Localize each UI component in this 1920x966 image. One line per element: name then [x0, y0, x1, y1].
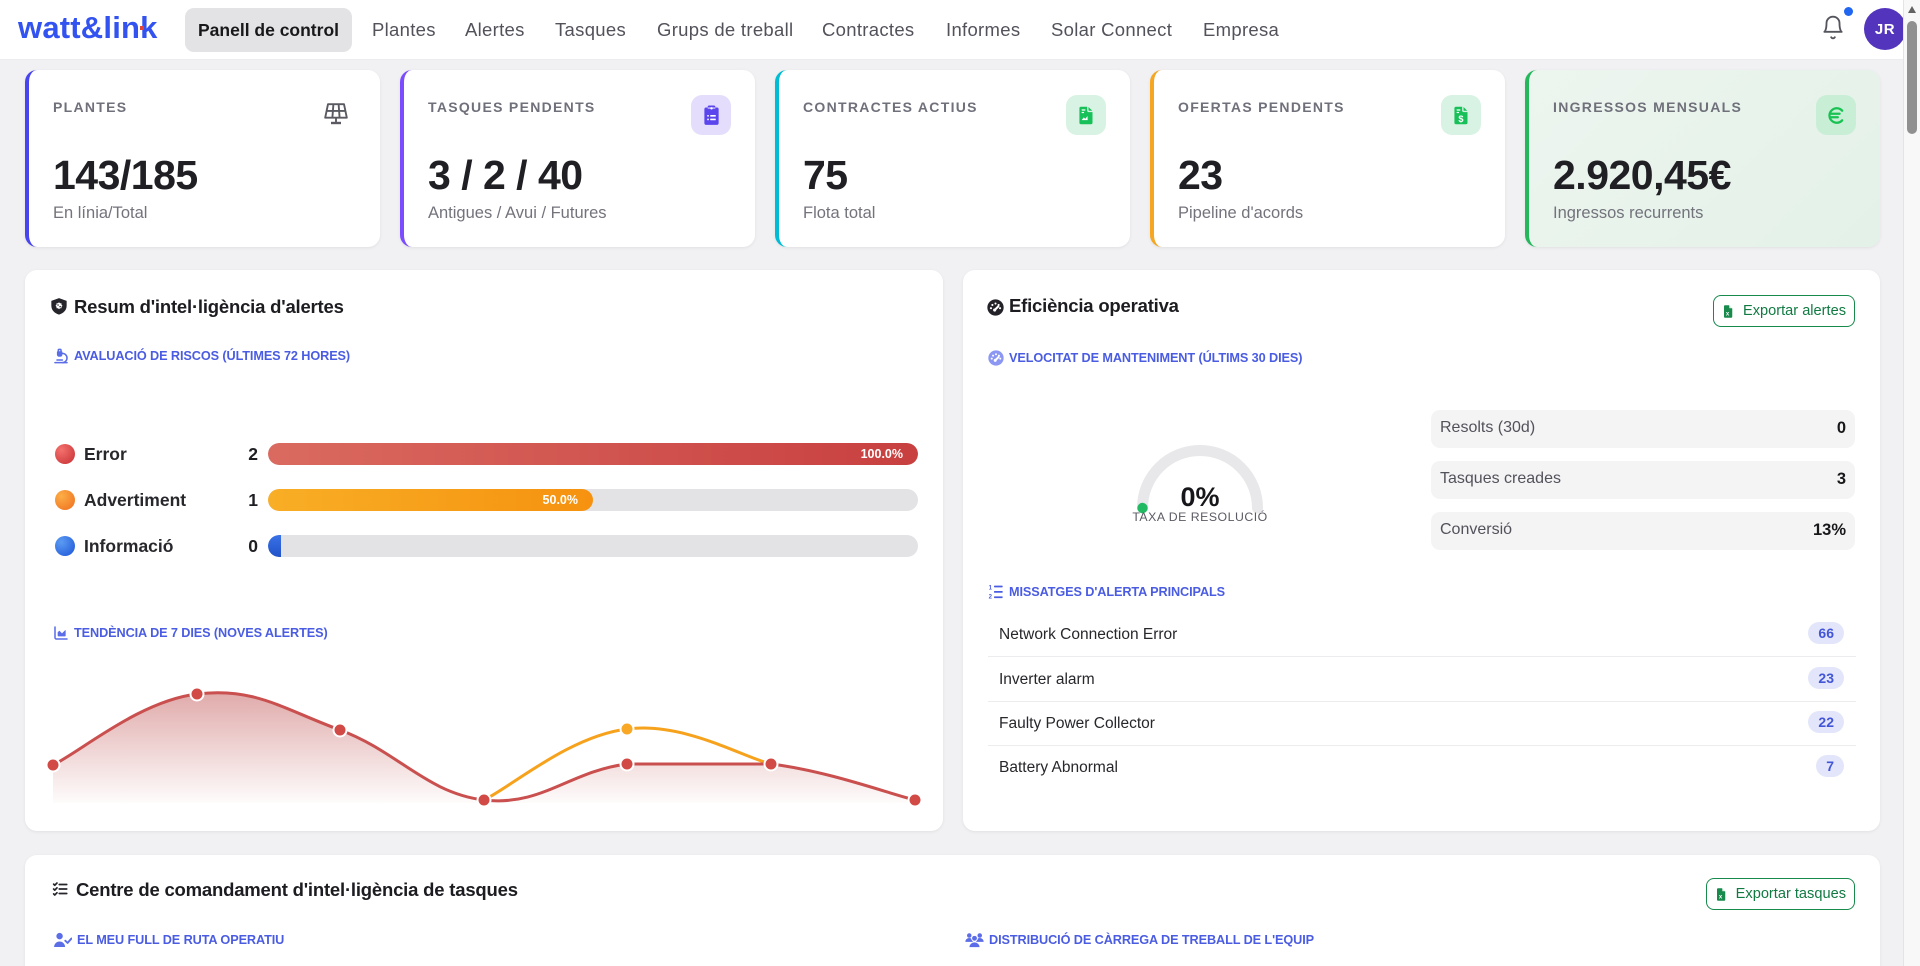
svg-text:2: 2 [989, 594, 993, 600]
svg-text:x: x [1719, 894, 1723, 900]
svg-text:1: 1 [989, 586, 993, 592]
svg-text:x: x [1726, 311, 1730, 317]
svg-text:$: $ [1458, 113, 1463, 123]
